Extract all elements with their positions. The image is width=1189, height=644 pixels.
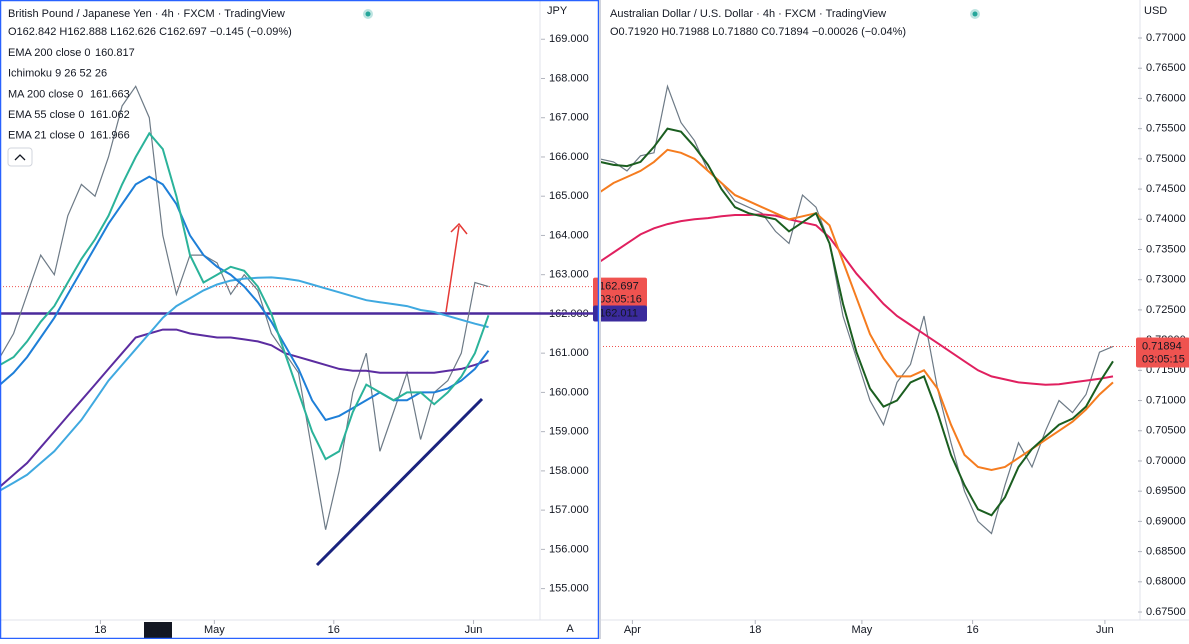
x-tick-label: 16 <box>328 624 340 636</box>
ohlc: O162.842 H162.888 L162.626 C162.697 −0.1… <box>8 26 292 38</box>
trend-line <box>315 397 484 567</box>
y-tick-label: 0.70500 <box>1146 425 1186 437</box>
y-tick-label: 0.67500 <box>1146 606 1186 618</box>
hline-badge <box>593 305 647 322</box>
status-dot <box>972 11 978 17</box>
price-badge <box>593 277 647 308</box>
currency-label: USD <box>1144 5 1167 17</box>
y-tick-label: 161.000 <box>549 347 589 359</box>
collapse-icon <box>14 154 26 161</box>
chart-title: British Pound / Japanese Yen · 4h · FXCM… <box>8 8 285 20</box>
y-tick-label: 0.75500 <box>1146 123 1186 135</box>
countdown: 03:05:16 <box>599 293 642 305</box>
ytd-button[interactable] <box>144 622 172 639</box>
ohlc: O0.71920 H0.71988 L0.71880 C0.71894 −0.0… <box>610 26 906 38</box>
y-tick-label: 165.000 <box>549 190 589 202</box>
charts: 155.000 156.000 157.000 158.000 159.000 160.0… <box>0 5 1189 639</box>
y-tick-label: 160.000 <box>549 386 589 398</box>
y-tick-label: 0.71000 <box>1146 394 1186 406</box>
y-tick-label: 0.77000 <box>1146 32 1186 44</box>
indicator-line <box>599 213 1114 386</box>
auto-button[interactable]: A <box>566 623 574 635</box>
indicator-line <box>0 175 490 422</box>
legend-name: EMA 55 close 0 <box>8 109 84 121</box>
y-tick-label: 0.74500 <box>1146 183 1186 195</box>
pane-divider <box>599 0 601 639</box>
y-tick-label: 0.76500 <box>1146 62 1186 74</box>
legend-value: 161.663 <box>90 88 130 100</box>
x-tick-label: Jun <box>465 624 483 636</box>
y-tick-label: 0.75000 <box>1146 153 1186 165</box>
legend-name: MA 200 close 0 <box>8 88 83 100</box>
y-tick-label: 163.000 <box>549 269 589 281</box>
ytd-label: YTD <box>147 625 169 637</box>
y-tick-label: 158.000 <box>549 465 589 477</box>
y-tick-label: 167.000 <box>549 112 589 124</box>
x-tick-label: May <box>204 624 225 636</box>
legend-name: EMA 200 close 0 <box>8 47 91 59</box>
y-tick-label: 168.000 <box>549 72 589 84</box>
indicator-note: Ichimoku 9 26 52 26 <box>8 68 107 80</box>
indicator-line <box>0 276 489 492</box>
y-tick-label: 155.000 <box>549 583 589 595</box>
y-tick-label: 0.70000 <box>1146 455 1186 467</box>
hline-label: 162.011 <box>599 307 638 319</box>
y-tick-label: 157.000 <box>549 504 589 516</box>
y-tick-label: 0.68500 <box>1146 546 1186 558</box>
chart-title: Australian Dollar / U.S. Dollar · 4h · F… <box>610 8 886 20</box>
price-line <box>599 84 1114 535</box>
last-price-label: 162.697 <box>599 280 639 292</box>
x-tick-label: Apr <box>624 624 641 636</box>
x-tick-label: 18 <box>94 624 106 636</box>
legend-name: EMA 21 close 0 <box>8 130 84 142</box>
legend-value: 160.817 <box>95 47 135 59</box>
y-tick-label: 156.000 <box>549 543 589 555</box>
indicator-line <box>0 131 490 461</box>
arrow <box>445 225 460 313</box>
indicator-line <box>599 148 1114 472</box>
y-tick-label: 159.000 <box>549 426 589 438</box>
legend-value: 161.966 <box>90 130 130 142</box>
x-tick-label: May <box>852 624 873 636</box>
y-tick-label: 0.73000 <box>1146 274 1186 286</box>
x-tick-label: 16 <box>966 624 978 636</box>
indicator-line <box>599 127 1114 517</box>
x-tick-label: 18 <box>749 624 761 636</box>
y-tick-label: 0.69500 <box>1146 485 1186 497</box>
y-tick-label: 0.76000 <box>1146 92 1186 104</box>
y-tick-label: 164.000 <box>549 229 589 241</box>
x-tick-label: Jun <box>1096 624 1114 636</box>
y-tick-label: 169.000 <box>549 33 589 45</box>
collapse-button[interactable] <box>7 147 33 167</box>
price-badge <box>1136 337 1189 368</box>
y-tick-label: 166.000 <box>549 151 589 163</box>
currency-label: JPY <box>547 5 568 17</box>
y-tick-label: 0.72500 <box>1146 304 1186 316</box>
y-tick-label: 0.69000 <box>1146 515 1186 527</box>
y-tick-label: 0.73500 <box>1146 243 1186 255</box>
countdown: 03:05:15 <box>1142 353 1185 365</box>
y-tick-label: 0.68000 <box>1146 576 1186 588</box>
indicator-line <box>0 328 489 488</box>
last-price-label: 0.71894 <box>1142 340 1182 352</box>
status-dot <box>365 11 371 17</box>
y-tick-label: 0.74000 <box>1146 213 1186 225</box>
arrow-head <box>450 222 468 235</box>
legend-value: 161.062 <box>90 109 130 121</box>
